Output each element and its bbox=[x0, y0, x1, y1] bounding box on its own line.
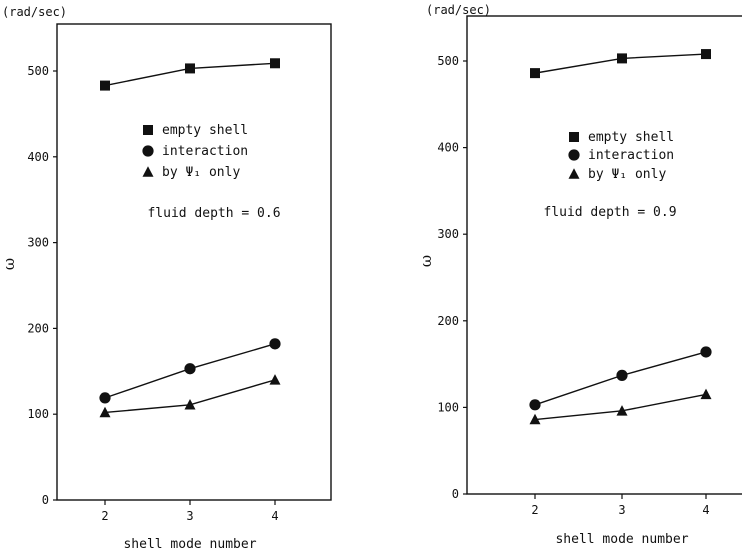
y-tick-label: 400 bbox=[437, 141, 459, 155]
data-point-square bbox=[270, 58, 280, 69]
y-tick-label: 500 bbox=[27, 64, 49, 78]
x-ticks: 2 3 4 bbox=[101, 500, 279, 523]
legend-label: interaction bbox=[588, 148, 674, 163]
y-tick-label: 0 bbox=[42, 493, 49, 507]
y-tick-label: 200 bbox=[437, 314, 459, 328]
annotation-fluid-depth: fluid depth = 0.9 bbox=[543, 205, 676, 220]
data-point-circle bbox=[269, 338, 281, 350]
data-point-triangle bbox=[700, 388, 712, 400]
x-tick-label: 3 bbox=[186, 509, 193, 523]
plot-frame bbox=[56, 23, 332, 501]
x-tick-label: 3 bbox=[618, 503, 625, 517]
legend-marker-triangle bbox=[142, 166, 154, 177]
data-point-circle bbox=[184, 363, 196, 375]
legend-label: by Ψ₁ only bbox=[588, 167, 666, 182]
legend-marker-square bbox=[569, 132, 579, 142]
chart-panel-right: (rad/sec) ω shell mode number fluid dept… bbox=[417, 3, 742, 547]
y-tick-label: 100 bbox=[437, 400, 459, 414]
annotation-fluid-depth: fluid depth = 0.6 bbox=[147, 206, 280, 221]
y-tick-label: 500 bbox=[437, 54, 459, 68]
data-point-triangle bbox=[269, 374, 281, 385]
legend: empty shell interaction by Ψ₁ only bbox=[568, 130, 674, 182]
data-point-square bbox=[701, 49, 711, 60]
x-tick-label: 4 bbox=[271, 509, 278, 523]
data-point-circle bbox=[99, 392, 111, 404]
x-ticks: 2 3 4 bbox=[531, 494, 710, 517]
data-point-triangle bbox=[99, 406, 111, 418]
legend-marker-square bbox=[143, 125, 153, 135]
data-point-triangle bbox=[529, 413, 541, 425]
x-tick-label: 2 bbox=[531, 503, 538, 517]
series-line bbox=[534, 393, 707, 421]
y-tick-label: 100 bbox=[27, 407, 49, 421]
data-point-circle bbox=[616, 369, 628, 381]
series-group bbox=[529, 49, 712, 425]
legend-label: interaction bbox=[162, 144, 248, 159]
legend-marker-circle bbox=[142, 145, 154, 157]
y-ticks: 0 100 200 300 400 500 bbox=[27, 64, 57, 507]
unit-label: (rad/sec) bbox=[426, 3, 491, 17]
y-tick-label: 200 bbox=[27, 321, 49, 335]
unit-label: (rad/sec) bbox=[2, 5, 67, 19]
legend-label: by Ψ₁ only bbox=[162, 165, 240, 180]
series-group bbox=[99, 58, 281, 418]
data-point-square bbox=[617, 53, 627, 64]
x-axis-label: shell mode number bbox=[555, 532, 688, 547]
data-point-circle bbox=[529, 399, 541, 411]
y-axis-label: ω bbox=[417, 255, 435, 267]
y-axis-label: ω bbox=[0, 258, 18, 270]
data-point-square bbox=[100, 80, 110, 91]
data-point-square bbox=[185, 63, 195, 74]
y-tick-label: 400 bbox=[27, 150, 49, 164]
legend-marker-triangle bbox=[568, 168, 580, 179]
legend-label: empty shell bbox=[588, 130, 674, 145]
data-point-triangle bbox=[184, 399, 196, 410]
x-tick-label: 4 bbox=[702, 503, 709, 517]
legend-marker-circle bbox=[568, 149, 580, 161]
data-point-triangle bbox=[616, 405, 628, 416]
data-point-square bbox=[530, 68, 540, 79]
chart-panel-left: (rad/sec) ω shell mode number fluid dept… bbox=[0, 5, 332, 552]
legend-label: empty shell bbox=[162, 123, 248, 138]
x-tick-label: 2 bbox=[101, 509, 108, 523]
x-axis-label: shell mode number bbox=[123, 537, 256, 552]
y-tick-label: 0 bbox=[452, 487, 459, 501]
y-ticks: 0 100 200 300 400 500 bbox=[437, 54, 467, 501]
data-point-circle bbox=[700, 346, 712, 358]
y-tick-label: 300 bbox=[437, 227, 459, 241]
legend: empty shell interaction by Ψ₁ only bbox=[142, 123, 248, 180]
y-tick-label: 300 bbox=[27, 236, 49, 250]
plot-frame bbox=[466, 15, 742, 495]
